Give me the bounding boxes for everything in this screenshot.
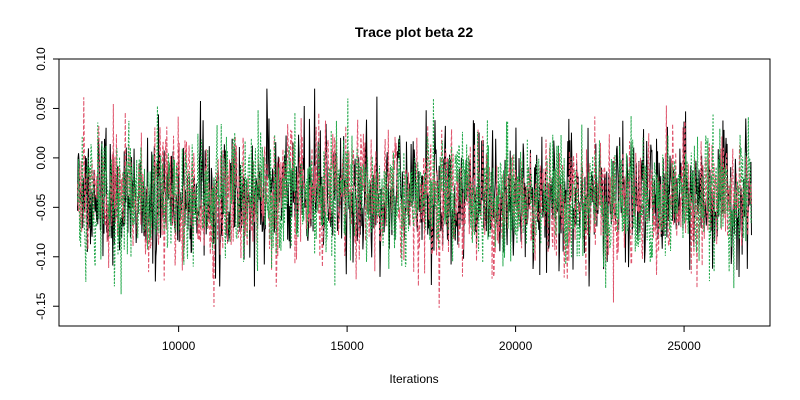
- y-tick-label: 0.00: [34, 146, 48, 170]
- chart-title: Trace plot beta 22: [355, 24, 473, 40]
- series-layer: [77, 88, 752, 308]
- y-tick-label: 0.05: [34, 96, 48, 120]
- y-tick-label: 0.10: [34, 47, 48, 71]
- x-tick-label: 10000: [162, 339, 196, 353]
- x-tick-label: 25000: [667, 339, 701, 353]
- series-line-3: [77, 98, 752, 295]
- y-axis: -0.15 -0.10 -0.05 0.00 0.05 0.10: [34, 47, 59, 320]
- x-axis: 10000 15000 20000 25000: [162, 326, 701, 353]
- y-tick-label: -0.05: [34, 193, 48, 221]
- x-tick-label: 15000: [330, 339, 364, 353]
- x-tick-label: 20000: [499, 339, 533, 353]
- y-tick-label: -0.15: [34, 292, 48, 320]
- x-axis-label: Iterations: [389, 372, 438, 386]
- series-line-2: [77, 97, 752, 308]
- plot-frame: [58, 58, 771, 327]
- y-tick-label: -0.10: [34, 243, 48, 271]
